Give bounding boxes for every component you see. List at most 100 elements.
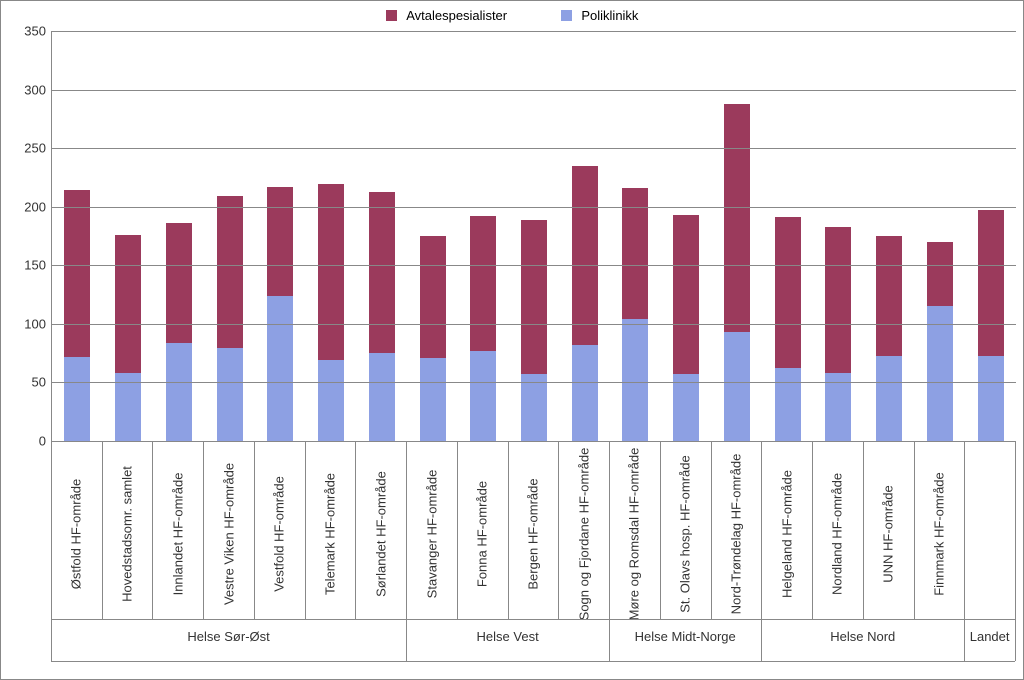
group-label: Helse Sør-Øst (51, 629, 406, 644)
bars-layer (52, 31, 1016, 441)
category-divider (660, 441, 661, 619)
bar-cell (103, 31, 154, 441)
category-divider (254, 441, 255, 619)
category-divider (102, 441, 103, 619)
stacked-bar (673, 215, 699, 441)
category-label: Møre og Romsdal HF-område (627, 448, 642, 621)
bar-cell (712, 31, 763, 441)
category-label: Stavanger HF-område (424, 470, 439, 599)
bar-segment-avtalespesialister (217, 196, 243, 348)
category-label: Bergen HF-område (526, 478, 541, 589)
bar-cell (559, 31, 610, 441)
bar-cell (356, 31, 407, 441)
bar-cell (813, 31, 864, 441)
bar-cell (153, 31, 204, 441)
category-divider (914, 441, 915, 619)
bar-segment-avtalespesialister (724, 104, 750, 332)
group-divider (761, 441, 762, 661)
category-label: Nordland HF-område (830, 473, 845, 595)
gridline (52, 382, 1016, 383)
bar-cell (762, 31, 813, 441)
stacked-bar (775, 217, 801, 441)
bar-cell (661, 31, 712, 441)
x-axis-bottom-border (51, 661, 1015, 662)
category-divider (152, 441, 153, 619)
group-divider (406, 441, 407, 661)
group-band-top-border (51, 619, 406, 620)
group-band-top-border (761, 619, 964, 620)
stacked-bar (369, 192, 395, 442)
bar-segment-poliklinikk (64, 357, 90, 441)
stacked-bar (876, 236, 902, 441)
category-label: Fonna HF-område (475, 481, 490, 587)
bar-segment-poliklinikk (622, 319, 648, 441)
group-band-top-border (406, 619, 609, 620)
gridline (52, 31, 1016, 32)
bar-segment-avtalespesialister (318, 184, 344, 360)
bar-cell (915, 31, 966, 441)
y-tick-label: 100 (6, 316, 52, 331)
bar-segment-avtalespesialister (673, 215, 699, 374)
bar-segment-avtalespesialister (978, 210, 1004, 355)
bar-segment-poliklinikk (927, 306, 953, 441)
stacked-bar (724, 104, 750, 441)
category-divider (558, 441, 559, 619)
bar-cell (306, 31, 357, 441)
group-band-top-border (964, 619, 1015, 620)
bar-segment-avtalespesialister (927, 242, 953, 306)
legend-label: Avtalespesialister (406, 8, 507, 23)
category-label: St. Olavs hosp. HF-område (678, 455, 693, 613)
bar-segment-avtalespesialister (825, 227, 851, 373)
bar-segment-poliklinikk (166, 343, 192, 441)
bar-cell (509, 31, 560, 441)
bar-cell (965, 31, 1016, 441)
bar-segment-poliklinikk (673, 374, 699, 441)
category-label: Østfold HF-område (69, 479, 84, 590)
y-tick-label: 150 (6, 258, 52, 273)
stacked-bar (825, 227, 851, 441)
gridline (52, 90, 1016, 91)
category-divider (355, 441, 356, 619)
gridline (52, 265, 1016, 266)
bar-segment-avtalespesialister (521, 220, 547, 375)
stacked-bar (318, 184, 344, 441)
legend-label: Poliklinikk (581, 8, 638, 23)
y-tick-label: 0 (6, 434, 52, 449)
stacked-bar (470, 216, 496, 441)
category-label: Sogn og Fjordane HF-område (576, 448, 591, 621)
y-tick-label: 350 (6, 24, 52, 39)
category-divider (203, 441, 204, 619)
bar-segment-avtalespesialister (267, 187, 293, 296)
y-tick-label: 50 (6, 375, 52, 390)
group-label: Helse Midt-Norge (609, 629, 761, 644)
bar-segment-poliklinikk (470, 351, 496, 441)
category-divider (508, 441, 509, 619)
x-axis-area: Østfold HF-områdeHovedstadsomr. samletIn… (51, 441, 1015, 679)
bar-segment-poliklinikk (369, 353, 395, 441)
category-label: Telemark HF-område (323, 473, 338, 595)
bar-cell (610, 31, 661, 441)
bar-segment-avtalespesialister (369, 192, 395, 354)
bar-segment-poliklinikk (978, 356, 1004, 442)
stacked-bar (927, 242, 953, 441)
category-divider (812, 441, 813, 619)
category-divider (1015, 441, 1016, 619)
bar-segment-poliklinikk (420, 358, 446, 441)
category-divider (863, 441, 864, 619)
legend-item-avtalespesialister: Avtalespesialister (386, 7, 508, 23)
legend-swatch (561, 10, 572, 21)
bar-segment-avtalespesialister (420, 236, 446, 358)
legend-item-poliklinikk: Poliklinikk (561, 7, 639, 23)
bar-segment-poliklinikk (876, 356, 902, 442)
stacked-bar (978, 210, 1004, 441)
bar-cell (407, 31, 458, 441)
bar-segment-poliklinikk (318, 360, 344, 441)
stacked-bar (217, 196, 243, 441)
y-tick-label: 200 (6, 199, 52, 214)
y-tick-label: 300 (6, 82, 52, 97)
category-label: Sørlandet HF-område (373, 471, 388, 597)
group-divider (609, 441, 610, 661)
stacked-bar (420, 236, 446, 441)
category-label: Vestre Viken HF-område (221, 463, 236, 605)
x-axis-baseline (51, 441, 1015, 442)
